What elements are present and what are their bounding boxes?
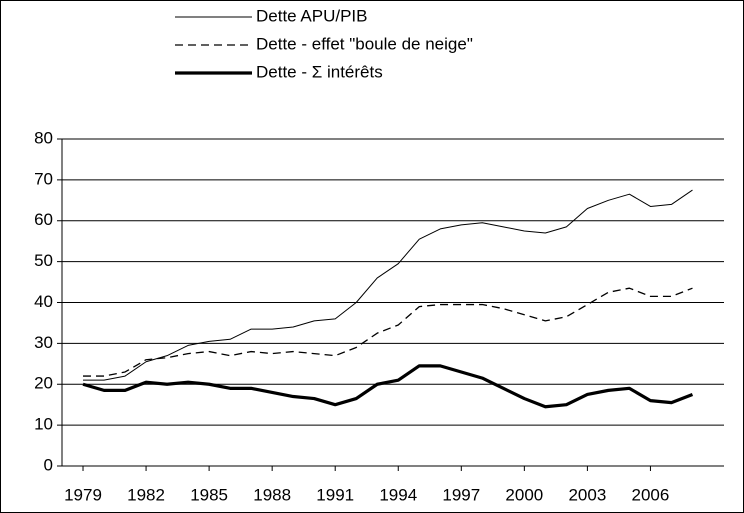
y-tick-label: 80 xyxy=(34,128,53,147)
y-tick-label: 50 xyxy=(34,251,53,270)
x-tick-label: 2000 xyxy=(505,485,543,504)
x-tick-label: 2003 xyxy=(568,485,606,504)
x-tick-label: 1979 xyxy=(64,485,102,504)
series-line xyxy=(83,189,693,381)
y-tick-label: 0 xyxy=(44,455,53,474)
series-line xyxy=(82,364,694,409)
legend-label: Dette - Σ intérêts xyxy=(256,62,383,81)
y-tick-label: 60 xyxy=(34,210,53,229)
x-tick-label: 1991 xyxy=(316,485,354,504)
x-tick-label: 1988 xyxy=(253,485,291,504)
y-tick-label: 30 xyxy=(34,333,53,352)
x-tick-label: 1994 xyxy=(379,485,417,504)
y-tick-label: 20 xyxy=(34,374,53,393)
x-tick-label: 2006 xyxy=(632,485,670,504)
series-line xyxy=(83,287,693,377)
y-tick-label: 10 xyxy=(34,415,53,434)
x-tick-label: 1985 xyxy=(190,485,228,504)
x-tick-label: 1982 xyxy=(127,485,165,504)
x-tick-label: 1997 xyxy=(442,485,480,504)
y-tick-label: 70 xyxy=(34,169,53,188)
legend-label: Dette - effet "boule de neige" xyxy=(256,34,473,53)
legend-label: Dette APU/PIB xyxy=(256,6,368,25)
y-tick-label: 40 xyxy=(34,292,53,311)
